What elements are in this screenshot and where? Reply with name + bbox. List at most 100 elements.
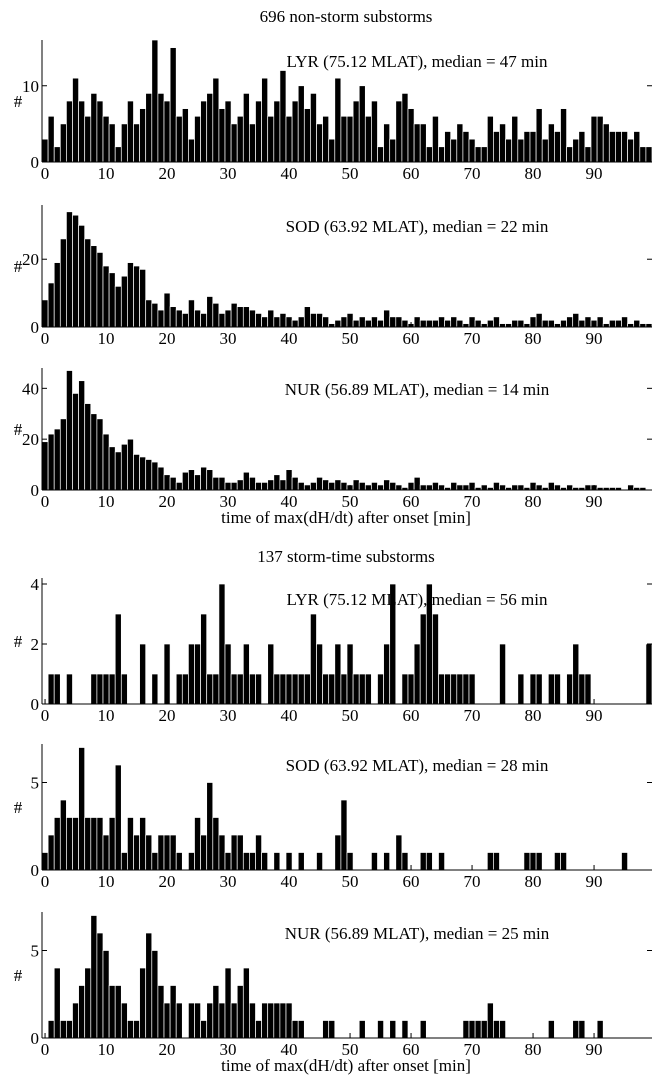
bar [615, 319, 622, 328]
bar [200, 466, 208, 491]
bar [310, 613, 317, 705]
bar [389, 1020, 397, 1039]
bar [90, 817, 98, 871]
bar [432, 319, 439, 328]
bar [303, 108, 311, 163]
bar [188, 138, 195, 163]
bar [212, 302, 220, 328]
bar [486, 115, 494, 163]
bar [90, 93, 98, 163]
bar [352, 673, 360, 705]
bar [450, 673, 458, 705]
bar [547, 673, 555, 705]
x-tick-label: 80 [525, 329, 542, 348]
panel-label: SOD (63.92 MLAT), median = 22 min [286, 217, 549, 236]
bar [358, 482, 366, 491]
bar [157, 834, 165, 871]
bar [425, 852, 433, 871]
bar [383, 309, 391, 328]
bar [66, 100, 73, 163]
bar [212, 77, 220, 163]
bar [566, 673, 574, 705]
bar [303, 484, 311, 491]
bar [279, 673, 287, 705]
x-tick-label: 0 [41, 872, 50, 891]
x-tick-label: 90 [586, 492, 603, 511]
bar [474, 1020, 482, 1039]
bar [285, 1002, 293, 1039]
bar [340, 799, 348, 871]
bar [572, 313, 580, 328]
bar [297, 85, 305, 163]
bar [194, 817, 201, 871]
bar [145, 834, 153, 871]
bar [139, 108, 147, 163]
bar [236, 985, 244, 1039]
bar [163, 834, 171, 871]
x-tick-label: 60 [403, 706, 420, 725]
chart-panel-2: 0 10 20 30 40 50 60 70 80 90 0 20 40 # NUR (56.89 MLAT… [14, 368, 652, 527]
bar [114, 451, 122, 491]
bar [572, 138, 580, 163]
bar [493, 316, 500, 328]
bar [66, 673, 73, 705]
bar [96, 817, 104, 871]
bar [462, 1020, 470, 1039]
x-tick-label: 40 [281, 492, 298, 511]
bar [486, 852, 494, 871]
x-tick-label: 0 [41, 1040, 50, 1059]
bar [255, 834, 262, 871]
bar [444, 131, 452, 163]
bar [249, 123, 256, 163]
chart-panel-3: 0 10 20 30 40 50 60 70 80 90 0 2 4 # LYR (75.12 MLAT),… [14, 575, 652, 725]
bar [114, 146, 122, 163]
bar [517, 673, 525, 705]
bar [462, 323, 470, 328]
bar [316, 852, 323, 871]
x-tick-label: 50 [342, 1040, 359, 1059]
y-tick-label: 40 [22, 379, 39, 398]
bar [218, 834, 226, 871]
bar [72, 77, 79, 163]
bar [377, 673, 384, 705]
x-tick-label: 70 [464, 329, 481, 348]
bar [364, 673, 372, 705]
x-tick-label: 0 [41, 706, 50, 725]
bar [66, 1020, 73, 1039]
bar [41, 441, 49, 491]
bar [383, 643, 391, 705]
bar [639, 146, 647, 163]
bar [560, 319, 567, 328]
bar [53, 817, 61, 871]
x-tick-label: 0 [41, 329, 50, 348]
bar [206, 93, 214, 163]
x-tick-label: 70 [464, 1040, 481, 1059]
bar [236, 673, 244, 705]
bar [554, 131, 561, 163]
bar [59, 418, 67, 491]
bar [151, 852, 159, 871]
bar [151, 673, 159, 705]
bar [224, 643, 232, 705]
bar [291, 1020, 299, 1039]
bar [108, 673, 116, 705]
bar [383, 479, 391, 491]
bar [499, 1020, 506, 1039]
bar [346, 643, 354, 705]
bar [78, 380, 86, 491]
bar [303, 673, 311, 705]
bar [395, 100, 403, 163]
bar [328, 673, 336, 705]
bar [279, 70, 287, 163]
bar [59, 238, 67, 328]
bar [584, 484, 592, 491]
bar [377, 319, 384, 328]
bar [432, 115, 439, 163]
x-axis-label: time of max(dH/dt) after onset [min] [221, 1056, 471, 1075]
bar [84, 238, 92, 328]
bar [596, 115, 604, 163]
bar [401, 93, 409, 163]
x-tick-label: 30 [220, 706, 237, 725]
bar [206, 469, 214, 491]
